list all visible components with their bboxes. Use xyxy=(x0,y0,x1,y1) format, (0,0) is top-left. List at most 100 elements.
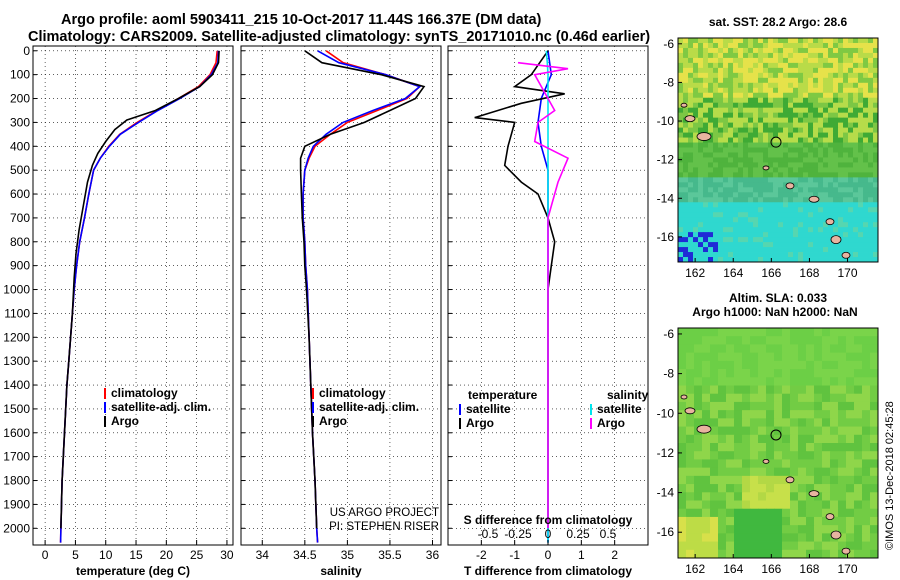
map-cell xyxy=(743,182,749,188)
map-cell xyxy=(743,38,749,44)
map-cell xyxy=(798,541,807,551)
map-cell xyxy=(778,167,784,173)
map-cell xyxy=(768,242,774,248)
map-cell xyxy=(778,102,784,109)
map-cell xyxy=(858,142,864,148)
map-cell xyxy=(870,475,879,485)
map-cell xyxy=(870,369,879,378)
map-cell xyxy=(818,212,824,218)
map-cell xyxy=(698,247,704,253)
map-cell xyxy=(814,484,823,493)
map-cell xyxy=(768,97,774,104)
map-cell xyxy=(783,92,789,99)
map-cell xyxy=(708,227,714,233)
map-cell xyxy=(753,67,759,74)
map-cell xyxy=(793,167,799,173)
map-cell xyxy=(798,162,804,168)
map-cell xyxy=(738,82,744,89)
map-cell xyxy=(808,192,814,198)
map-cell xyxy=(728,77,734,84)
map-cell xyxy=(823,192,829,198)
map-cell xyxy=(763,142,769,148)
legend-label: satellite-adj. clim. xyxy=(319,400,419,414)
map-cell xyxy=(728,207,734,213)
map-cell xyxy=(843,107,849,114)
map-cell xyxy=(848,232,854,238)
map-cell xyxy=(854,393,863,403)
map-cell xyxy=(702,393,711,403)
map-cell xyxy=(728,38,734,44)
map-cell xyxy=(688,222,694,228)
map-cell xyxy=(838,167,844,173)
map-cell xyxy=(753,42,759,49)
map-cell xyxy=(758,508,767,518)
map-cell xyxy=(702,500,711,510)
map-cell xyxy=(718,401,727,411)
map-cell xyxy=(873,167,879,173)
map-cell xyxy=(698,162,704,168)
map-cell xyxy=(868,107,874,114)
map-cell xyxy=(868,137,874,143)
map-cell xyxy=(763,162,769,168)
map-cell xyxy=(748,112,754,119)
map-cell xyxy=(768,82,774,89)
map-cell xyxy=(743,202,749,208)
map-cell xyxy=(748,107,754,114)
map-cell xyxy=(694,401,703,411)
map-cell xyxy=(854,360,863,370)
map-cell xyxy=(686,451,695,460)
map-cell xyxy=(733,177,739,183)
map-cell xyxy=(763,147,769,153)
map-cell xyxy=(853,212,859,218)
map-cell xyxy=(738,42,744,49)
map-cell xyxy=(803,112,809,119)
map-cell xyxy=(798,508,807,518)
map-cell xyxy=(862,360,871,370)
map-cell xyxy=(870,401,879,411)
map-cell xyxy=(763,237,769,243)
map-cell xyxy=(718,72,724,79)
map-cell xyxy=(813,247,819,253)
map-cell xyxy=(678,247,684,253)
map-cell xyxy=(742,484,751,493)
map-cell xyxy=(828,77,834,84)
map-cell xyxy=(846,549,855,559)
map-cell xyxy=(858,38,864,44)
map-cell xyxy=(683,42,689,49)
map-cell xyxy=(743,92,749,99)
map-cell xyxy=(723,232,729,238)
map-cell xyxy=(748,197,754,203)
map-cell xyxy=(694,443,703,452)
map-cell xyxy=(718,207,724,213)
map-cell xyxy=(858,202,864,208)
map-cell xyxy=(853,42,859,49)
map-cell xyxy=(818,177,824,183)
map-cell xyxy=(763,257,769,263)
map-cell xyxy=(718,352,727,362)
map-cell xyxy=(758,87,764,94)
map-cell xyxy=(758,172,764,178)
map-cell xyxy=(828,167,834,173)
map-cell xyxy=(743,142,749,148)
map-cell xyxy=(768,92,774,99)
map-cell xyxy=(848,107,854,114)
map-cell xyxy=(728,197,734,203)
map-cell xyxy=(858,232,864,238)
map-cell xyxy=(798,107,804,114)
map-cell xyxy=(870,410,879,419)
map-cell xyxy=(693,57,699,64)
map-cell xyxy=(753,157,759,163)
map-cell xyxy=(703,182,709,188)
map-cell xyxy=(773,152,779,158)
map-cell xyxy=(733,247,739,253)
map-cell xyxy=(758,52,764,59)
map-cell xyxy=(710,434,719,444)
map-cell xyxy=(678,192,684,198)
map-cell xyxy=(873,112,879,119)
map-cell xyxy=(873,102,879,109)
map-cell xyxy=(808,217,814,223)
island-shape xyxy=(830,530,842,540)
map-cell xyxy=(768,232,774,238)
map-cell xyxy=(713,107,719,114)
series-line-satellite-adj-clim- xyxy=(59,50,220,543)
